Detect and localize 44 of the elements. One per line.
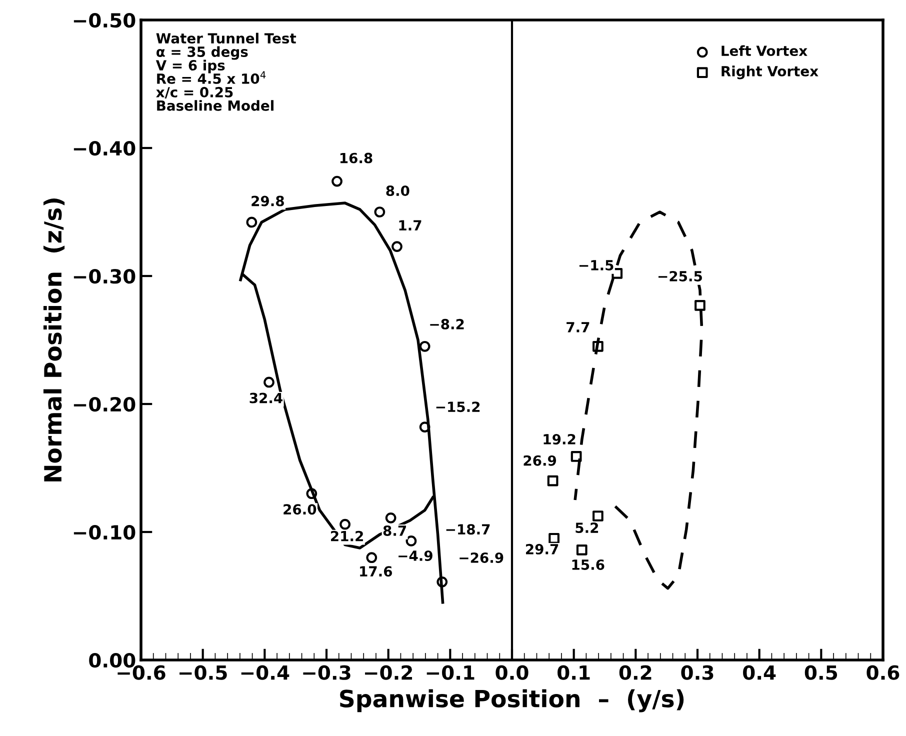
y-tick-label: −0.40: [74, 140, 136, 156]
annotation: 19.2: [544, 434, 576, 445]
annotation: 8.0: [386, 186, 410, 196]
legend-label: Left Vortex: [722, 45, 808, 56]
annotation: 21.2: [331, 530, 363, 542]
x-tick-label: 0.1: [558, 665, 590, 680]
x-tick-label: −0.4: [241, 665, 290, 680]
annotation: 8.7: [383, 525, 406, 536]
x-tick-label: −0.1: [426, 665, 474, 680]
annotation: −25.5: [658, 270, 702, 282]
x-axis-title: Spanwise Position – (y/s): [340, 689, 684, 712]
x-tick-label: 0.0: [496, 665, 528, 680]
annotation: −18.7: [446, 524, 490, 535]
legend-label: Right Vortex: [722, 66, 818, 80]
x-tick-label: −0.3: [303, 665, 350, 680]
y-tick-label: −0.50: [74, 12, 136, 28]
x-tick-label: 0.5: [804, 665, 838, 680]
annotation: −1.5: [579, 260, 614, 270]
annotation: −8.2: [430, 318, 464, 330]
y-tick-label: −0.30: [74, 268, 136, 284]
annotation: 16.8: [340, 152, 372, 164]
annotation: −4.9: [398, 550, 432, 561]
x-tick-label: −0.2: [365, 665, 412, 680]
y-tick-label: −0.20: [74, 396, 136, 412]
annotation: 15.6: [572, 559, 604, 570]
annotation: 7.7: [566, 322, 590, 332]
y-axis-title: Normal Position (z/s): [43, 198, 65, 482]
annotation: 26.0: [284, 504, 316, 515]
x-tick-label: 0.4: [743, 665, 776, 680]
x-tick-label: −0.5: [180, 665, 227, 680]
annotation: −26.9: [460, 552, 504, 563]
annotation: 17.6: [360, 566, 392, 577]
y-tick-label: −0.10: [74, 524, 136, 540]
annotation: 29.8: [252, 196, 284, 206]
annotation: 26.9: [524, 455, 556, 466]
x-tick-label: 0.2: [619, 665, 652, 680]
annotation: 29.7: [526, 544, 558, 554]
x-tick-label: 0.3: [681, 665, 714, 680]
annotation: 32.4: [250, 392, 282, 404]
annotation: 5.2: [576, 522, 598, 534]
annotation: 1.7: [399, 220, 422, 230]
x-tick-label: 0.6: [866, 665, 900, 680]
annotation: −15.2: [436, 402, 480, 412]
text: Water Tunnel Test α = 35 degs V = 6 ips Re = 4.5 x 10$^{4}$ x/c = 0.25 Baseline Model: [156, 32, 296, 111]
